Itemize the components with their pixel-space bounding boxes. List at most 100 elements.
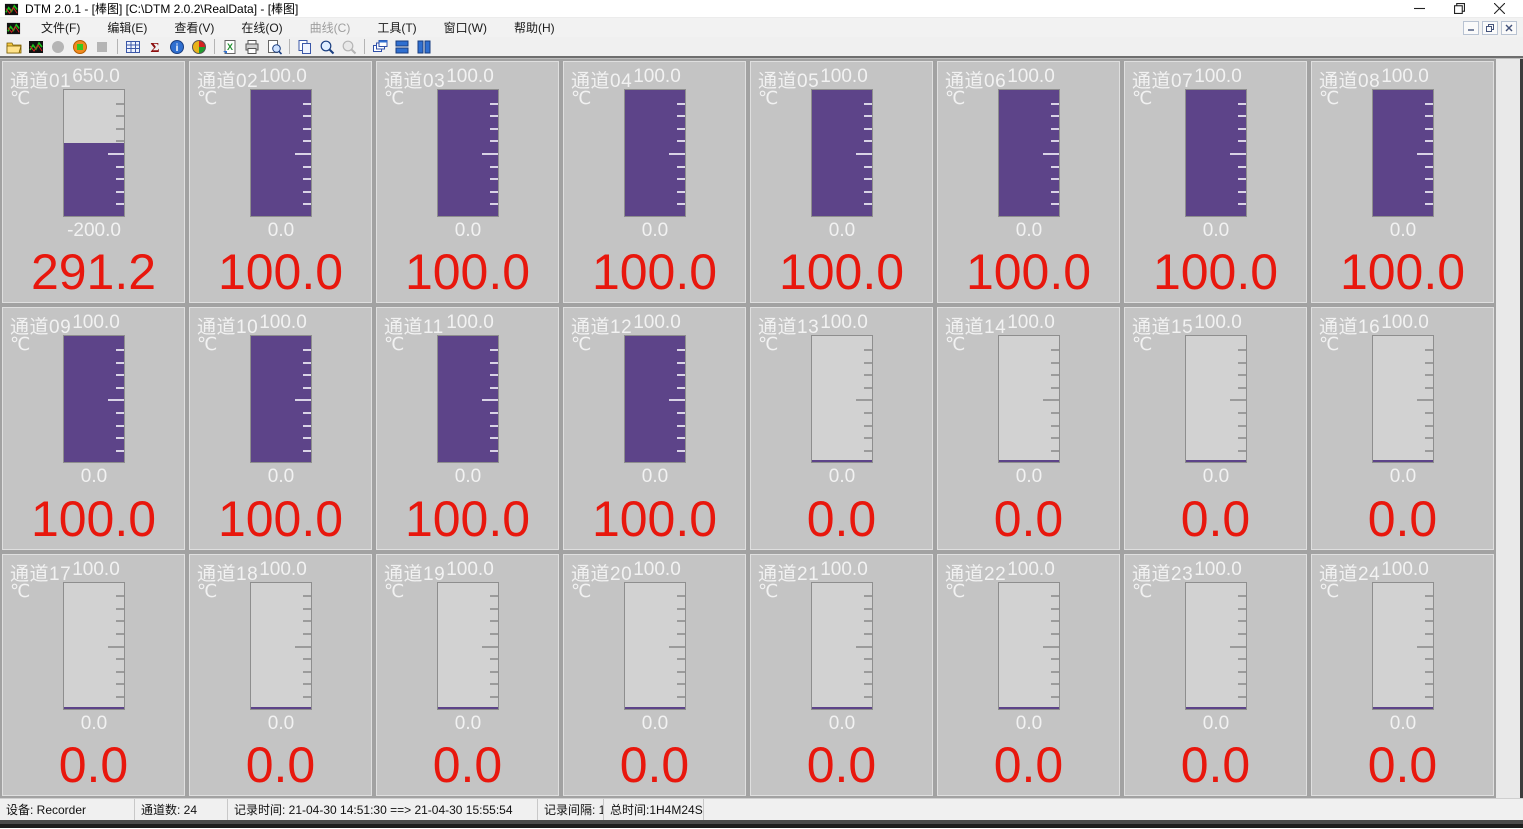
menu-item-2[interactable]: 编辑(E) bbox=[107, 20, 148, 35]
minimize-button[interactable] bbox=[1399, 0, 1439, 17]
bar-tick bbox=[303, 374, 311, 377]
close-button[interactable] bbox=[1479, 0, 1519, 17]
channel-name: 通道10 bbox=[197, 317, 259, 339]
bar-tick bbox=[1425, 683, 1433, 686]
bar-gauge bbox=[250, 335, 312, 464]
restore-button[interactable] bbox=[1439, 0, 1479, 17]
mdi-minimize-button[interactable] bbox=[1463, 20, 1479, 35]
cascade-windows-icon[interactable] bbox=[369, 38, 391, 56]
pie-chart-icon[interactable] bbox=[188, 38, 210, 56]
mdi-close-button[interactable] bbox=[1501, 20, 1517, 35]
channel-panel-19: 通道19 100.0 ℃ 0.0 0.0 bbox=[376, 553, 559, 796]
copy-icon[interactable] bbox=[294, 38, 316, 56]
menu-item-6[interactable]: 工具(T) bbox=[377, 20, 417, 35]
bar-tick bbox=[856, 153, 872, 155]
bar-tick bbox=[303, 437, 311, 440]
trend-chart-icon[interactable] bbox=[25, 38, 47, 56]
info-icon[interactable]: i bbox=[166, 38, 188, 56]
channel-panel-12: 通道12 100.0 ℃ 0.0 100.0 bbox=[563, 307, 746, 550]
bar-tick bbox=[1425, 190, 1433, 193]
bar-tick bbox=[490, 607, 498, 610]
menu-item-7[interactable]: 窗口(W) bbox=[443, 20, 487, 35]
scale-max-label: 100.0 bbox=[1381, 66, 1429, 87]
scale-min-label: 0.0 bbox=[641, 466, 669, 488]
toolbar-separator bbox=[214, 39, 215, 54]
sum-icon[interactable]: Σ bbox=[144, 38, 166, 56]
bar-tick bbox=[303, 348, 311, 351]
bar-tick bbox=[482, 153, 498, 155]
mdi-restore-button[interactable] bbox=[1482, 20, 1498, 35]
tile-horizontal-icon[interactable] bbox=[391, 38, 413, 56]
bar-tick bbox=[1051, 437, 1059, 440]
data-table-icon[interactable] bbox=[122, 38, 144, 56]
menu-item-1[interactable]: 文件(F) bbox=[41, 20, 81, 35]
menu-item-5: 曲线(C) bbox=[309, 20, 351, 35]
scale-min-label: 0.0 bbox=[1389, 712, 1417, 734]
channel-value: 0.0 bbox=[1180, 490, 1251, 547]
open-file-icon[interactable] bbox=[3, 38, 25, 56]
bar-tick bbox=[116, 190, 124, 193]
bar-tick bbox=[116, 115, 124, 118]
channel-panel-20: 通道20 100.0 ℃ 0.0 0.0 bbox=[563, 553, 746, 796]
channel-name: 通道01 bbox=[10, 71, 72, 92]
scale-max-label: 100.0 bbox=[446, 66, 494, 87]
bar-gauge bbox=[437, 89, 499, 217]
unit-label: ℃ bbox=[571, 88, 592, 108]
channel-value: 100.0 bbox=[404, 490, 531, 547]
bar-gauge bbox=[250, 89, 312, 217]
bar-tick bbox=[303, 140, 311, 143]
bar-tick bbox=[490, 670, 498, 673]
bar-tick bbox=[1238, 620, 1246, 623]
scale-max-label: 100.0 bbox=[633, 312, 681, 334]
bar-tick bbox=[303, 424, 311, 427]
record-icon[interactable] bbox=[69, 38, 91, 56]
tile-vertical-icon[interactable] bbox=[413, 38, 435, 56]
bar-tick bbox=[1051, 411, 1059, 414]
bar-tick bbox=[677, 595, 685, 598]
bar-tick bbox=[1043, 645, 1059, 648]
bar-tick bbox=[1051, 348, 1059, 351]
bar-fill bbox=[251, 706, 311, 709]
channel-name: 通道08 bbox=[1319, 71, 1381, 92]
unit-label: ℃ bbox=[197, 334, 218, 355]
channel-value: 100.0 bbox=[591, 490, 718, 547]
scale-max-label: 100.0 bbox=[1007, 558, 1055, 580]
scale-min-label: 0.0 bbox=[1389, 220, 1417, 241]
bar-fill bbox=[812, 460, 872, 463]
bar-tick bbox=[295, 399, 311, 402]
scale-max-label: 100.0 bbox=[1194, 312, 1242, 334]
bar-tick bbox=[116, 361, 124, 364]
bar-tick bbox=[1043, 153, 1059, 155]
bar-tick bbox=[864, 361, 872, 364]
export-icon[interactable]: X bbox=[219, 38, 241, 56]
zoom-icon[interactable] bbox=[316, 38, 338, 56]
channel-panel-14: 通道14 100.0 ℃ 0.0 0.0 bbox=[937, 307, 1120, 550]
bar-tick bbox=[677, 658, 685, 661]
bar-tick bbox=[1238, 683, 1246, 686]
bar-tick bbox=[677, 683, 685, 686]
scale-min-label: 0.0 bbox=[80, 466, 108, 488]
bar-tick bbox=[303, 190, 311, 193]
menu-item-4[interactable]: 在线(O) bbox=[241, 20, 283, 35]
menu-item-3[interactable]: 查看(V) bbox=[174, 20, 215, 35]
bar-tick bbox=[677, 411, 685, 414]
print-preview-icon[interactable] bbox=[263, 38, 285, 56]
bar-tick bbox=[116, 165, 124, 168]
bar-tick bbox=[490, 449, 498, 452]
bar-tick bbox=[669, 399, 685, 402]
bar-tick bbox=[116, 424, 124, 427]
channel-name: 通道12 bbox=[571, 317, 633, 339]
bar-tick bbox=[1417, 645, 1433, 648]
bar-tick bbox=[116, 140, 124, 143]
unit-label: ℃ bbox=[10, 334, 31, 355]
print-icon[interactable] bbox=[241, 38, 263, 56]
menu-item-8[interactable]: 帮助(H) bbox=[513, 20, 555, 35]
bar-tick bbox=[677, 670, 685, 673]
bar-tick bbox=[1425, 411, 1433, 414]
bar-fill bbox=[812, 90, 872, 216]
bar-gauge bbox=[811, 89, 873, 217]
bar-tick bbox=[1238, 348, 1246, 351]
bar-tick bbox=[1051, 696, 1059, 699]
scale-max-label: 100.0 bbox=[820, 66, 868, 87]
channel-panel-03: 通道03 100.0 ℃ 0.0 100.0 bbox=[376, 61, 559, 304]
